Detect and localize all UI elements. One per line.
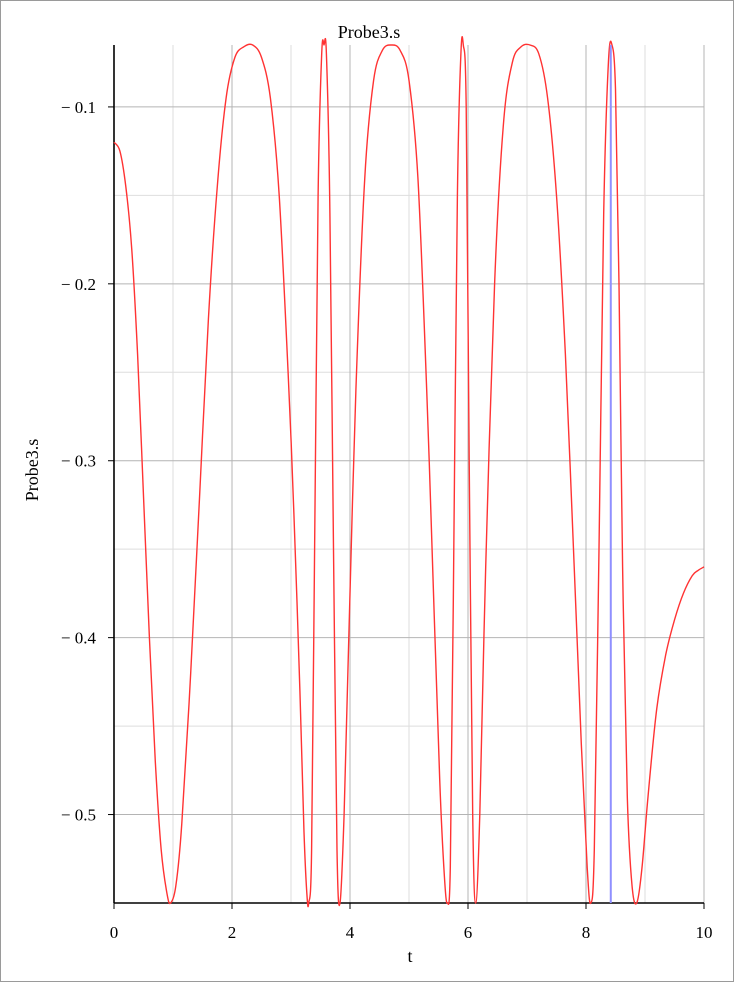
axes	[108, 45, 705, 909]
y-tick-label: − 0.1	[61, 98, 96, 117]
x-tick-label: 0	[110, 923, 119, 942]
x-tick-label: 2	[228, 923, 237, 942]
y-tick-label: − 0.4	[61, 629, 97, 648]
series-layer	[113, 36, 705, 908]
minor-grid	[114, 45, 704, 903]
y-tick-label: − 0.3	[61, 452, 96, 471]
x-tick-label: 8	[582, 923, 591, 942]
major-grid	[114, 45, 705, 903]
x-tick-label: 6	[464, 923, 473, 942]
tick-labels: 0 2 4 6 8 10 − 0.1 − 0.2 − 0.3 − 0.4 − 0.5	[61, 98, 713, 942]
x-tick-label: 4	[346, 923, 355, 942]
y-axis-label: Probe3.s	[22, 439, 42, 502]
y-tick-label: − 0.5	[61, 806, 96, 825]
x-tick-label: 10	[696, 923, 713, 942]
x-axis-label: t	[407, 946, 412, 966]
chart-title: Probe3.s	[338, 22, 401, 42]
series-line	[113, 36, 705, 908]
y-tick-label: − 0.2	[61, 275, 96, 294]
